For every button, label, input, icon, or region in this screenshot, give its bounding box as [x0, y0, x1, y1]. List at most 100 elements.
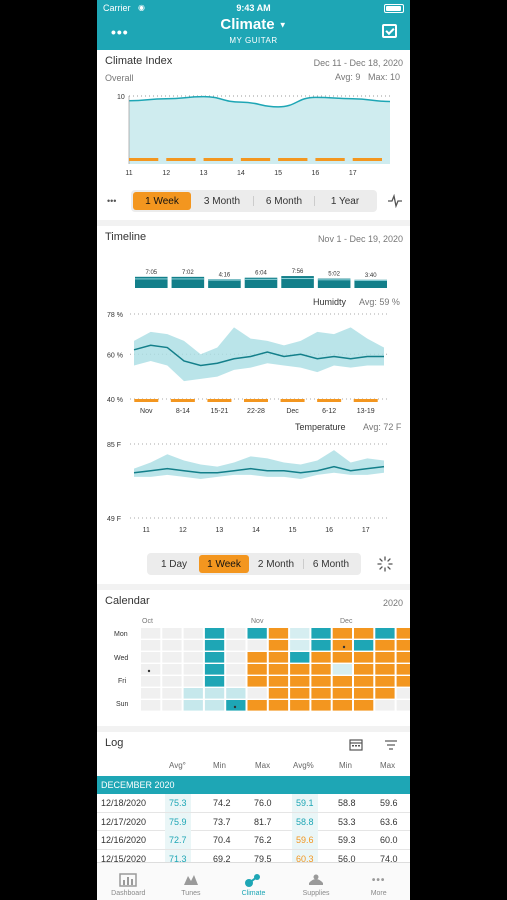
timeline-bar-label: 6:04	[255, 271, 267, 277]
log-cell-t-max: 76.0	[254, 798, 272, 808]
calendar-day-cell	[162, 628, 182, 639]
tab-climate[interactable]: Climate	[222, 863, 285, 900]
climate-index-range-control: 1 Week 3 Month 6 Month 1 Year	[131, 190, 377, 212]
climate-index-xtick: 14	[237, 170, 245, 177]
col-hum-avg: Avg%	[293, 761, 314, 770]
col-temp-min: Min	[213, 761, 226, 770]
timeline-bar-stripe	[354, 279, 387, 281]
col-hum-min: Min	[339, 761, 352, 770]
table-row[interactable]: 12/16/2020 72.7 70.4 76.2 59.6 59.3 60.0	[97, 831, 410, 850]
temperature-ytick: 85 F	[107, 442, 121, 449]
calendar-day-cell	[247, 700, 267, 711]
climate-index-marker	[129, 158, 159, 161]
table-row[interactable]: 12/18/2020 75.3 74.2 76.0 59.1 58.8 59.6	[97, 794, 410, 813]
calendar-day-marker	[233, 705, 237, 709]
calendar-day-cell	[311, 688, 331, 699]
tab-supplies[interactable]: Supplies	[285, 863, 348, 900]
calendar-day-cell	[183, 628, 203, 639]
calendar-day-cell	[311, 676, 331, 687]
calendar-day-cell	[226, 664, 246, 675]
range-6-month[interactable]: 6 Month	[312, 558, 350, 570]
more-icon: •••	[371, 874, 386, 886]
calendar-day-cell	[162, 700, 182, 711]
timeline-bar-stripe	[208, 279, 241, 281]
timeline-bar-label: 7:56	[292, 269, 304, 275]
climate-index-marker	[352, 158, 382, 161]
calendar-day-cell	[247, 676, 267, 687]
calendar-day-cell	[354, 628, 374, 639]
log-cell-t-min: 70.4	[213, 835, 231, 845]
range-1-year[interactable]: 1 Year	[330, 195, 360, 207]
calendar-day-cell	[268, 676, 289, 687]
humidity-ytick: 78 %	[107, 312, 123, 319]
menu-button[interactable]: •••	[111, 24, 129, 40]
climate-index-xtick: 13	[200, 170, 208, 177]
log-cell-t-min: 74.2	[213, 798, 231, 808]
humidity-marker	[170, 399, 195, 402]
dashboard-icon	[119, 872, 138, 888]
calendar-day-cell	[204, 628, 225, 639]
timeline-bar-label: 3:40	[365, 273, 377, 279]
calendar-day-cell	[268, 628, 289, 639]
calendar-day-cell	[375, 700, 395, 711]
climate-index-more-button[interactable]: •••	[107, 196, 117, 206]
range-1-week[interactable]: 1 Week	[133, 192, 191, 210]
timeline-bar	[208, 279, 241, 288]
calendar-day-cell	[290, 688, 310, 699]
climate-index-subtitle: Overall	[105, 73, 134, 83]
calendar-day-cell	[204, 664, 225, 675]
log-cell-date: 12/16/2020	[101, 835, 147, 845]
filter-icon[interactable]	[384, 739, 398, 751]
calendar-card: Calendar 2020 Oct Nov Dec Mon Wed Fri Su…	[97, 590, 410, 726]
calendar-day-cell	[141, 700, 161, 711]
range-1-week[interactable]: 1 Week	[199, 555, 249, 573]
log-cell-h-min: 56.0	[338, 853, 356, 864]
humidity-ytick: 40 %	[107, 397, 123, 404]
calendar-year: 2020	[382, 598, 403, 608]
climate-index-chart: 10 11 12 13 14 15 16 17	[117, 94, 391, 177]
calendar-day-cell	[226, 652, 246, 663]
calendar-heatmap	[141, 628, 410, 711]
calendar-day-cell	[268, 688, 289, 699]
calendar-day-cell	[162, 652, 182, 663]
table-row[interactable]: 12/17/2020 75.9 73.7 81.7 58.8 53.3 63.6	[97, 812, 410, 831]
climate-index-xtick: 12	[162, 170, 170, 177]
calendar-day-marker	[147, 669, 151, 673]
tab-tunes[interactable]: Tunes	[160, 863, 223, 900]
calendar-day-cell	[183, 688, 203, 699]
calendar-day-cell	[268, 652, 289, 663]
tab-bar: Dashboard Tunes Climate Supplies ••• Mor…	[97, 862, 410, 900]
calendar-day-cell	[247, 652, 267, 663]
pulse-icon[interactable]	[387, 194, 403, 208]
calendar-day-cell	[311, 628, 331, 639]
page-title[interactable]: Climate ▼	[220, 16, 287, 33]
log-table: 12/18/2020 75.3 74.2 76.0 59.1 58.8 59.6 12/17/…	[97, 794, 410, 868]
tab-more[interactable]: ••• More	[347, 863, 410, 900]
calendar-day-cell	[332, 652, 352, 663]
calendar-day-cell	[226, 640, 246, 651]
temperature-label: Temperature	[295, 422, 346, 432]
calendar-day-cell	[396, 640, 410, 651]
range-1-day[interactable]: 1 Day	[160, 558, 188, 570]
calendar-icon[interactable]	[349, 738, 363, 751]
temperature-xtick: 16	[325, 527, 333, 534]
calendar-day-cell	[311, 700, 331, 711]
timeline-bar-stripe	[171, 278, 205, 280]
log-cell-t-avg: 72.7	[165, 831, 191, 849]
tab-dashboard[interactable]: Dashboard	[97, 863, 160, 900]
calendar-day-cell	[332, 688, 352, 699]
calendar-day-cell	[204, 676, 225, 687]
calendar-check-icon[interactable]	[382, 24, 397, 38]
calendar-day-cell	[396, 664, 410, 675]
range-2-month[interactable]: 2 Month	[257, 558, 295, 570]
climate-index-avg: Avg: 9	[335, 72, 361, 82]
range-6-month[interactable]: 6 Month	[265, 195, 303, 207]
calendar-day-cell	[375, 652, 395, 663]
timeline-bar	[317, 278, 351, 288]
loading-spinner-icon[interactable]	[377, 556, 393, 572]
calendar-day-cell	[396, 628, 410, 639]
range-3-month[interactable]: 3 Month	[203, 195, 241, 207]
climate-icon	[244, 872, 262, 888]
timeline-bar	[171, 276, 205, 288]
timeline-bar-stripe	[281, 278, 314, 280]
